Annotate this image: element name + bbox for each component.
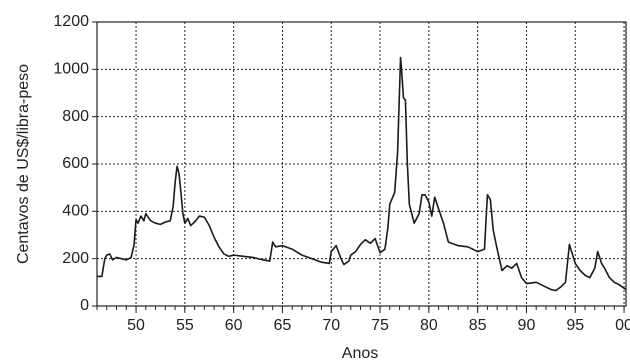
x-tick-label: 60 <box>225 317 243 334</box>
x-tick-label: 95 <box>566 317 584 334</box>
y-tick-label: 1200 <box>53 13 89 30</box>
data-line <box>97 56 627 292</box>
x-tick-label: 55 <box>176 317 194 334</box>
y-tick-label: 0 <box>80 297 89 314</box>
x-tick-label: 75 <box>371 317 389 334</box>
x-axis-label: Anos <box>342 345 378 362</box>
x-tick-label: 85 <box>469 317 487 334</box>
y-tick-label: 400 <box>62 203 89 220</box>
y-axis-label: Centavos de US$/libra-peso <box>15 64 32 264</box>
y-tick-label: 200 <box>62 250 89 267</box>
x-tick-label: 50 <box>127 317 145 334</box>
x-tick-label: 00 <box>615 317 630 334</box>
y-tick-label: 800 <box>62 108 89 125</box>
y-tick-label: 600 <box>62 155 89 172</box>
x-tick-label: 70 <box>322 317 340 334</box>
x-tick-label: 65 <box>274 317 292 334</box>
y-tick-label: 1000 <box>53 61 89 78</box>
x-tick-label: 80 <box>420 317 438 334</box>
x-tick-label: 90 <box>518 317 536 334</box>
